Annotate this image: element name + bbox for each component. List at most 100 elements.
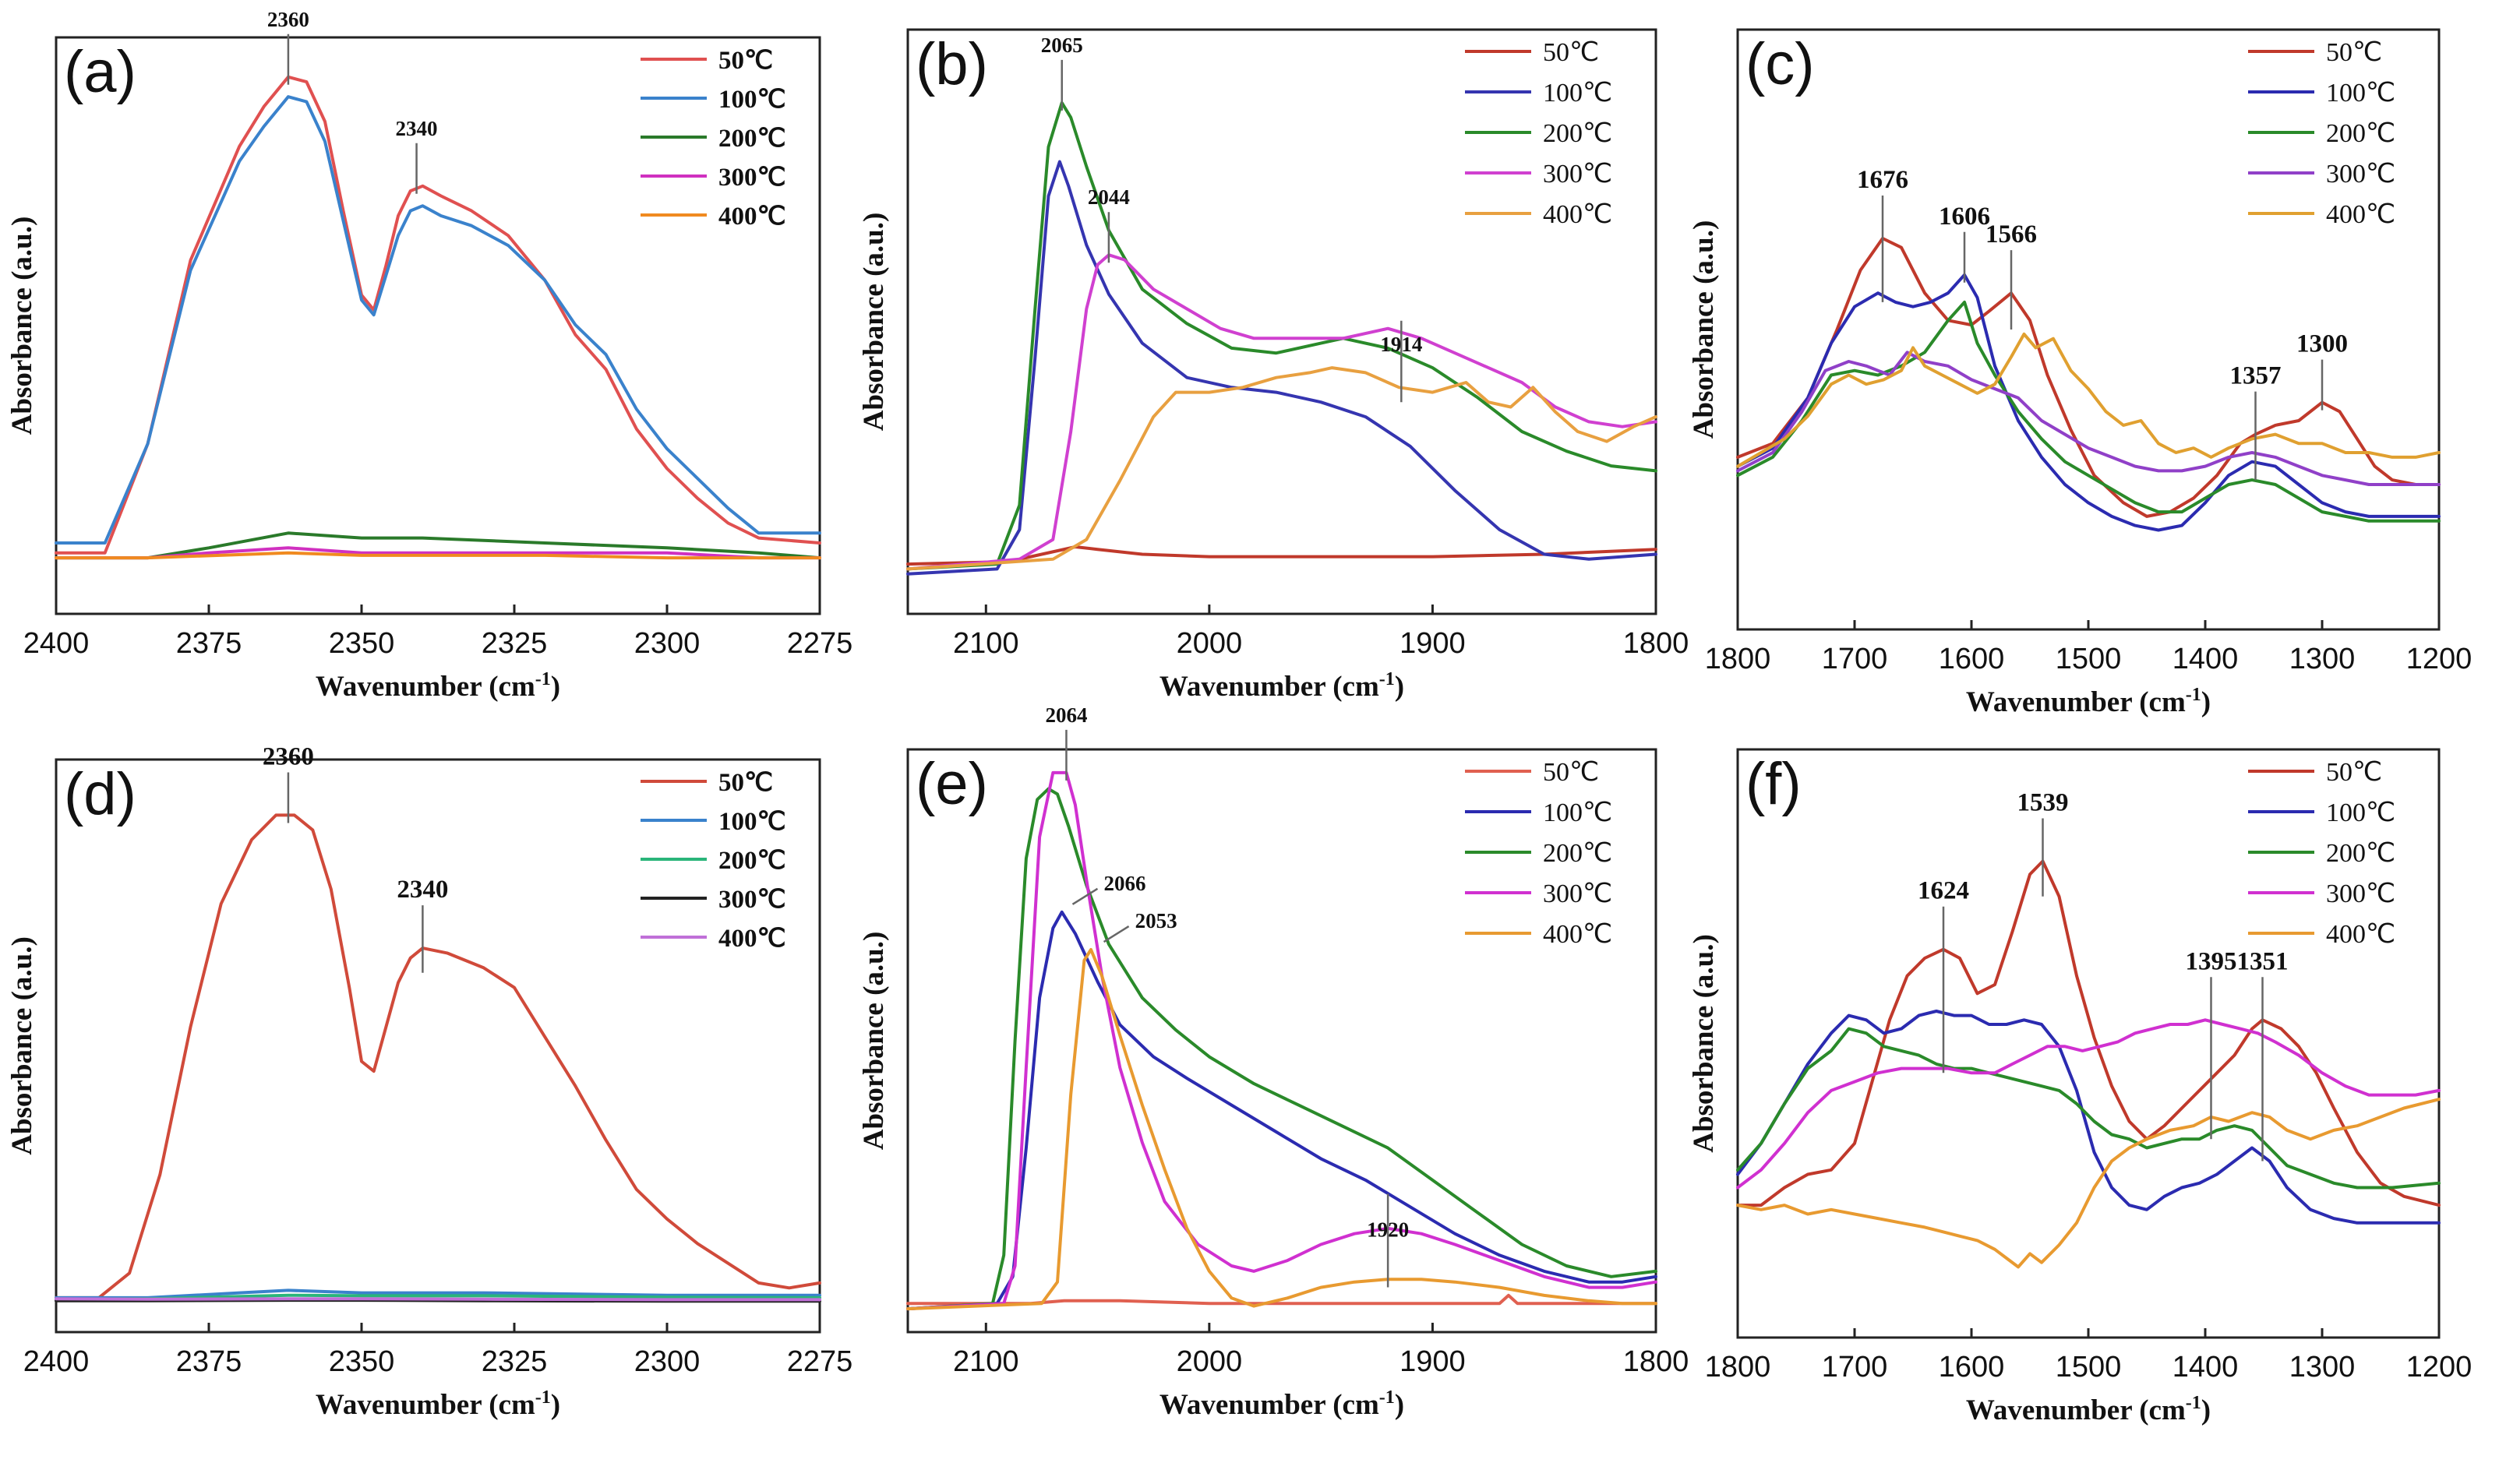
legend-label: 300℃	[2326, 160, 2395, 189]
x-tick-label: 2100	[953, 627, 1019, 660]
x-tick-label: 2400	[23, 1345, 90, 1378]
peak-annotation: 1357	[2230, 362, 2282, 481]
x-tick-label: 1300	[2289, 1351, 2356, 1384]
legend: 50℃ 100℃ 200℃ 300℃ 400℃	[1465, 38, 1612, 229]
x-tick-label: 2275	[787, 627, 853, 660]
annotation-label: 1566	[1985, 220, 2037, 249]
x-tick-label: 1900	[1400, 627, 1466, 660]
panel-label: (d)	[64, 761, 136, 827]
x-tick-label: 1900	[1400, 1345, 1466, 1378]
panel-e: 2100 2000 1900 1800 Wavenumber (cm-1) Absorba…	[858, 703, 1689, 1421]
legend-label: 100℃	[2326, 79, 2395, 108]
annotation-label: 1539	[2017, 788, 2069, 816]
legend-label: 50℃	[718, 47, 773, 75]
series-line-300℃	[906, 253, 1657, 571]
legend-label: 100℃	[718, 86, 786, 114]
panel-label: (b)	[916, 31, 988, 97]
panel-f: 1800 1700 1600 1500 1400 1300 1200 Wavenumber (…	[1688, 748, 2472, 1426]
series-line-50℃	[55, 813, 821, 1299]
x-tick-label: 1800	[1623, 627, 1689, 660]
y-axis-title: Absorbance (a.u.)	[6, 936, 38, 1155]
x-tick-label: 2375	[176, 627, 242, 660]
series-line-100℃	[1736, 1010, 2441, 1225]
legend-label: 200℃	[1543, 119, 1612, 148]
peak-annotation: 2340	[396, 117, 438, 194]
x-axis-title: Wavenumber (cm-1)	[1159, 1387, 1404, 1421]
annotation-label: 2066	[1103, 872, 1145, 895]
annotation-label: 2360	[263, 742, 314, 770]
annotation-label: 1300	[2296, 330, 2348, 358]
series-line-200℃	[55, 531, 821, 560]
peak-annotation: 2065	[1041, 33, 1083, 111]
legend: 50℃ 100℃ 200℃ 300℃ 400℃	[641, 47, 786, 231]
annotation-label: 1920	[1367, 1218, 1409, 1242]
panel-c: 1800 1700 1600 1500 1400 1300 1200 Wavenumber (…	[1688, 28, 2473, 718]
legend-label: 100℃	[1543, 79, 1612, 108]
series-line-400℃	[55, 551, 821, 560]
annotation-label: 2360	[267, 8, 309, 31]
annotation-label: 2053	[1135, 909, 1177, 932]
x-tick-label: 2300	[634, 627, 701, 660]
series-line-300℃	[1736, 351, 2441, 486]
panel-label: (e)	[916, 751, 988, 817]
legend-label: 200℃	[718, 847, 786, 875]
y-axis-title: Absorbance (a.u.)	[858, 213, 890, 432]
legend-label: 300℃	[1543, 879, 1612, 908]
legend-label: 50℃	[2326, 758, 2382, 787]
annotation-label: 1624	[1918, 877, 1969, 905]
peak-annotation: 2066	[1071, 872, 1145, 905]
x-tick-label: 2300	[634, 1345, 701, 1378]
x-tick-label: 1800	[1623, 1345, 1689, 1378]
legend: 50℃ 100℃ 200℃ 300℃ 400℃	[2248, 38, 2395, 229]
peak-annotation: 1300	[2296, 330, 2348, 411]
series-line-100℃	[55, 95, 821, 545]
panel-label: (c)	[1745, 31, 1815, 97]
series-line-200℃	[906, 787, 1657, 1311]
legend-label: 400℃	[2326, 200, 2395, 229]
series-line-400℃	[1736, 332, 2441, 468]
x-tick-label: 2400	[23, 627, 90, 660]
x-tick-label: 2000	[1177, 627, 1243, 660]
legend: 50℃ 100℃ 200℃ 300℃ 400℃	[1465, 758, 1612, 949]
x-axis-title: Wavenumber (cm-1)	[1966, 1393, 2211, 1426]
x-tick-label: 2325	[482, 627, 548, 660]
legend-label: 200℃	[2326, 839, 2395, 868]
series-line-50℃	[55, 75, 821, 555]
peak-annotation: 1920	[1367, 1193, 1409, 1288]
plot-frame	[906, 28, 1657, 615]
series-line-300℃	[906, 770, 1657, 1311]
annotation-arrow	[1103, 925, 1130, 943]
annotation-label: 1606	[1939, 203, 1990, 231]
series-line-200℃	[1736, 300, 2441, 523]
peak-annotation: 1606	[1939, 203, 1990, 283]
annotation-label: 2340	[397, 876, 448, 904]
legend-label: 400℃	[2326, 920, 2395, 949]
series-line-50℃	[906, 1293, 1657, 1306]
y-axis-title: Absorbance (a.u.)	[6, 217, 38, 435]
legend: 50℃ 100℃ 200℃ 300℃ 400℃	[641, 769, 786, 953]
legend-label: 100℃	[2326, 798, 2395, 827]
series-line-50℃	[906, 545, 1657, 566]
x-tick-label: 1400	[2173, 1351, 2239, 1384]
x-tick-label: 2000	[1177, 1345, 1243, 1378]
peak-annotation: 2044	[1088, 185, 1130, 263]
peak-annotation: 2340	[397, 876, 448, 973]
plot-frame	[55, 758, 821, 1334]
series-line-400℃	[1736, 1098, 2441, 1269]
legend-label: 50℃	[718, 769, 773, 797]
y-axis-title: Absorbance (a.u.)	[1688, 220, 1720, 439]
x-tick-label: 1200	[2406, 643, 2473, 675]
panel-a: 2400 2375 2350 2325 2300 2275 Wavenumber (cm-1…	[6, 8, 852, 703]
legend-label: 200℃	[718, 125, 786, 153]
annotation-arrow	[1071, 887, 1099, 905]
panel-d: 2400 2375 2350 2325 2300 2275 Wavenumber (cm-1…	[6, 742, 852, 1421]
legend-label: 400℃	[718, 203, 786, 231]
x-tick-label: 1400	[2173, 643, 2239, 675]
legend-label: 400℃	[718, 925, 786, 953]
plot-frame	[906, 748, 1657, 1334]
series-line-100℃	[906, 160, 1657, 576]
annotation-label: 2065	[1041, 33, 1083, 57]
legend-label: 300℃	[718, 886, 786, 914]
annotation-label: 1395	[2186, 947, 2237, 975]
plot-frame	[1736, 748, 2441, 1339]
